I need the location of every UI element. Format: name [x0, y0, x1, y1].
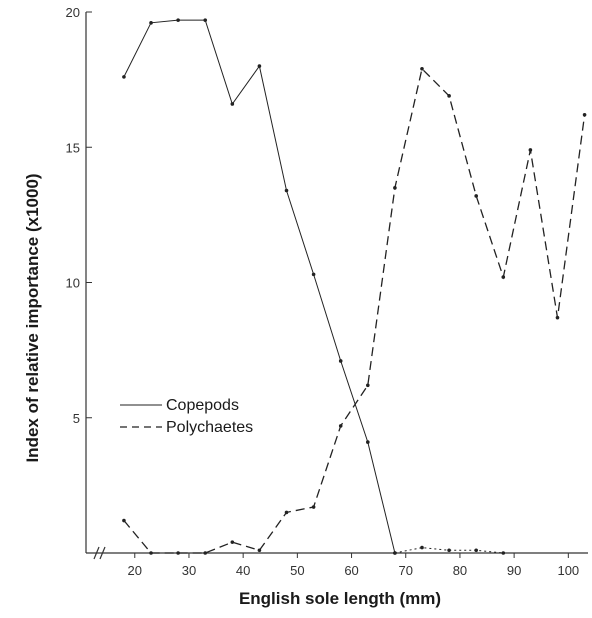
legend-label: Copepods	[166, 397, 239, 414]
legend: Copepods Polychaetes	[120, 397, 253, 436]
x-axis-label: English sole length (mm)	[239, 589, 441, 608]
x-tick-label: 30	[182, 563, 196, 578]
data-point	[501, 551, 506, 555]
data-point	[447, 94, 451, 98]
ticks: 5 10 15 20 20 30 40 50 60 70 80 90 100	[66, 5, 580, 578]
series-line	[123, 67, 586, 554]
data-point	[122, 518, 126, 523]
data-point	[366, 440, 370, 444]
data-point	[284, 510, 289, 515]
x-tick-label: 20	[128, 563, 142, 578]
data-point	[447, 548, 451, 553]
data-point	[528, 148, 533, 152]
series-dotted	[393, 545, 506, 555]
data-point	[338, 359, 343, 363]
data-point	[122, 75, 126, 79]
data-point	[176, 551, 180, 555]
y-tick-label: 10	[66, 276, 80, 291]
series-copepods	[122, 18, 397, 555]
legend-entry-copepods: Copepods	[120, 397, 239, 414]
data-point	[311, 272, 316, 277]
axis-break-mark	[99, 546, 106, 560]
x-tick-label: 70	[399, 563, 413, 578]
data-point	[474, 194, 478, 198]
y-tick-label: 20	[66, 5, 80, 20]
series-line	[123, 19, 396, 554]
x-tick-label: 60	[344, 563, 358, 578]
data-point	[149, 551, 153, 555]
legend-label: Polychaetes	[166, 419, 253, 436]
y-tick-label: 15	[66, 140, 80, 155]
legend-entry-polychaetes: Polychaetes	[120, 419, 253, 436]
data-point	[393, 186, 397, 190]
x-tick-label: 80	[453, 563, 467, 578]
x-tick-label: 40	[236, 563, 250, 578]
data-point	[582, 112, 587, 117]
data-point	[203, 551, 208, 555]
x-tick-label: 100	[557, 563, 579, 578]
data-point	[176, 18, 180, 22]
data-point	[555, 315, 560, 320]
data-point	[257, 64, 262, 68]
y-tick-label: 5	[73, 411, 80, 426]
data-point	[338, 424, 343, 428]
data-point	[366, 383, 370, 388]
y-axis-label: Index of relative importance (x1000)	[23, 173, 42, 462]
data-point	[393, 551, 397, 555]
series	[122, 18, 587, 555]
data-point	[420, 67, 424, 71]
data-point	[420, 545, 424, 550]
series-line	[394, 547, 504, 554]
data-point	[203, 18, 208, 22]
series-polychaetes	[122, 67, 587, 555]
axes	[85, 12, 588, 560]
x-tick-label: 90	[507, 563, 521, 578]
axis-break-mark	[93, 546, 100, 560]
data-point	[257, 548, 262, 553]
data-point	[230, 540, 235, 544]
data-point	[311, 505, 316, 509]
data-point	[501, 275, 506, 279]
data-point	[474, 548, 478, 553]
data-point	[230, 102, 235, 106]
data-point	[284, 188, 289, 193]
x-tick-label: 50	[290, 563, 304, 578]
data-point	[149, 21, 153, 25]
